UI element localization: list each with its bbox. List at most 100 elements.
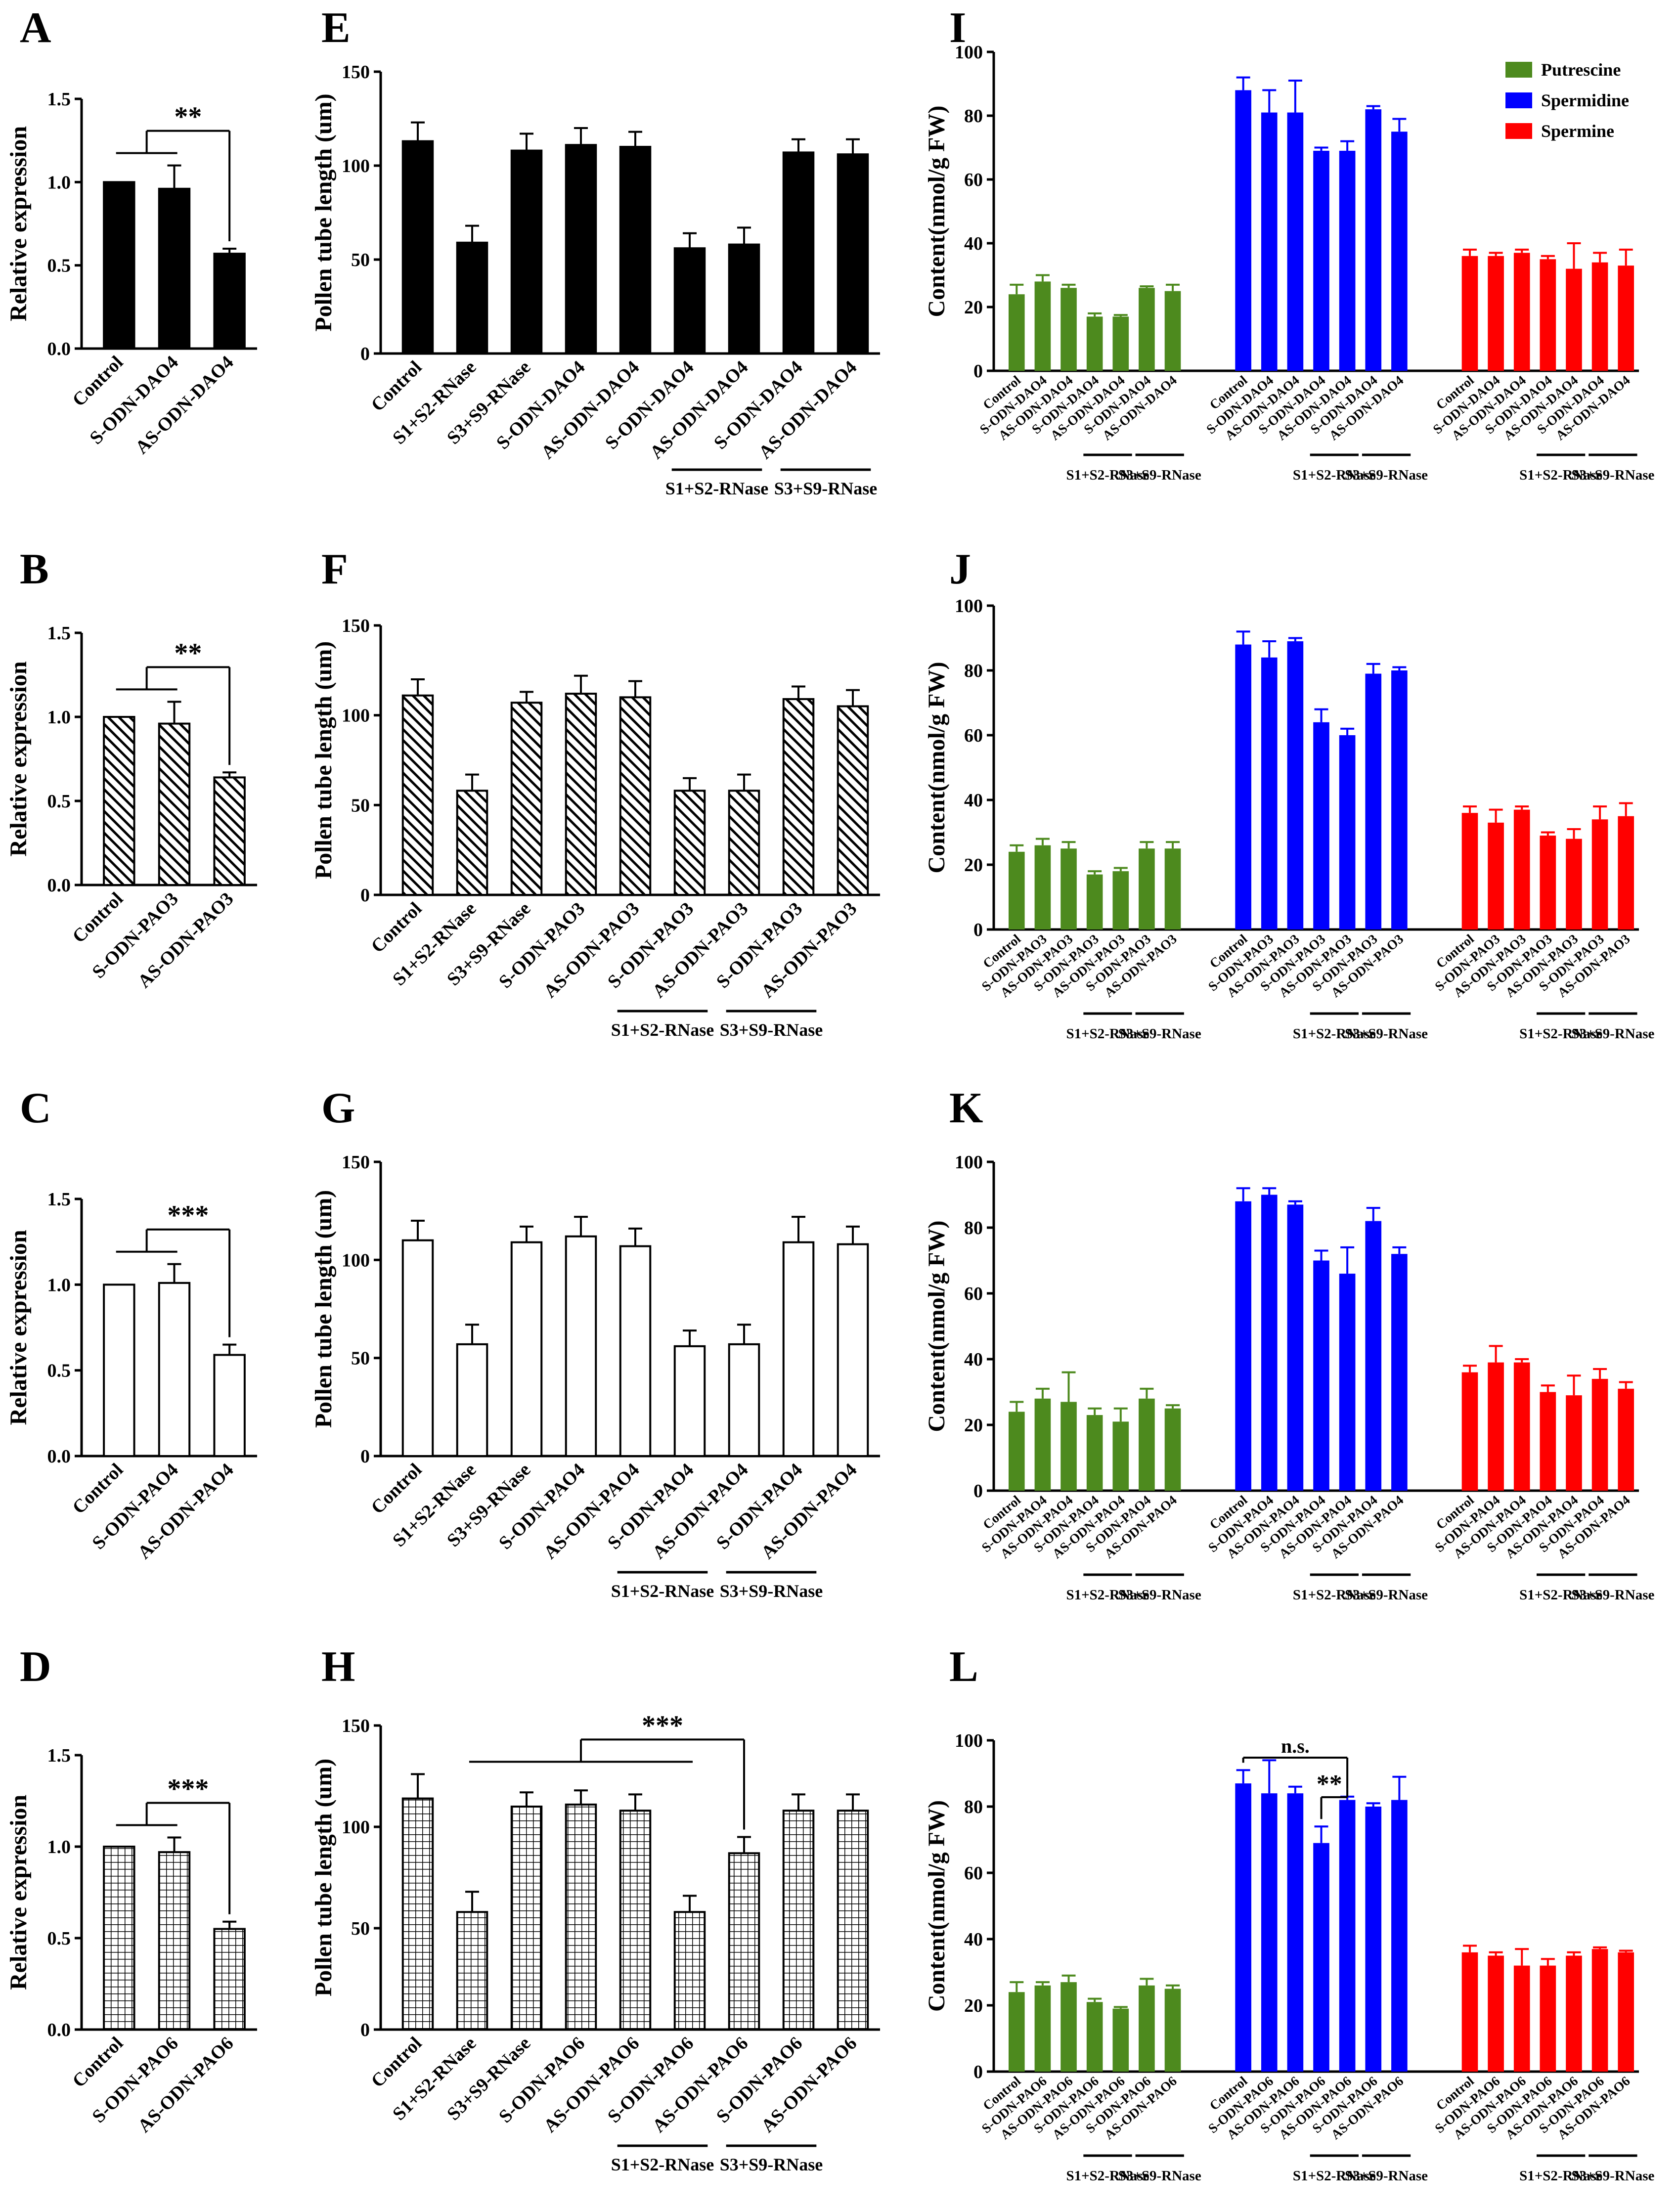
bar — [837, 1810, 869, 2031]
significance-label: *** — [642, 1710, 683, 1741]
bar-putrescine — [1086, 2002, 1103, 2072]
group-label: S3+S9-RNase — [720, 1020, 823, 1040]
bar-spermine — [1618, 816, 1634, 929]
group-label: S3+S9-RNase — [1345, 467, 1428, 483]
y-tick-label: 40 — [964, 233, 983, 254]
bar-spermine — [1566, 1955, 1582, 2072]
bar — [103, 181, 135, 350]
x-tick-label: AS-ODN-PAO4 — [134, 1460, 238, 1563]
bar-spermine — [1461, 256, 1478, 371]
bar-spermidine — [1391, 1254, 1408, 1491]
group-label: S3+S9-RNase — [1118, 2168, 1201, 2184]
bar-putrescine — [1112, 2008, 1129, 2072]
bar-spermidine — [1235, 644, 1251, 929]
y-tick-label: 100 — [342, 1817, 370, 1838]
bar — [728, 790, 760, 896]
legend-label: Spermine — [1541, 121, 1614, 141]
bar-putrescine — [1060, 848, 1077, 929]
bar — [401, 1239, 434, 1458]
bar — [673, 247, 706, 355]
bar-spermidine — [1313, 722, 1329, 929]
bar — [728, 1852, 760, 2031]
x-tick-label: AS-ODN-PAO4 — [649, 1460, 752, 1563]
y-tick-label: 80 — [964, 661, 983, 681]
panel-letter: I — [949, 4, 966, 52]
group-label: S1+S2-RNase — [1293, 2168, 1376, 2184]
y-tick-label: 0 — [973, 361, 983, 382]
x-tick-label: AS-ODN-PAO4 — [757, 1460, 861, 1563]
y-tick-label: 80 — [964, 106, 983, 127]
group-label: S3+S9-RNase — [1571, 2168, 1654, 2184]
bar-spermidine — [1339, 735, 1356, 929]
bar-spermine — [1591, 262, 1608, 371]
bar-spermine — [1461, 1372, 1478, 1491]
y-axis-label: Relative expression — [5, 1230, 32, 1425]
y-tick-label: 0 — [360, 1446, 370, 1467]
bar — [728, 1343, 760, 1457]
panel-letter: D — [20, 1643, 51, 1691]
x-tick-label: AS-ODN-PAO6 — [649, 2033, 752, 2137]
group-label: S1+S2-RNase — [1293, 1026, 1376, 1042]
bar-putrescine — [1060, 1402, 1077, 1491]
bar-spermidine — [1313, 150, 1329, 371]
bar-spermine — [1618, 1952, 1634, 2072]
bar — [565, 144, 597, 354]
bar-spermine — [1488, 256, 1504, 371]
y-tick-label: 0 — [973, 1481, 983, 1502]
y-tick-label: 60 — [964, 1283, 983, 1304]
y-tick-label: 1.0 — [47, 1837, 71, 1858]
x-tick-label: AS-ODN-PAO3 — [649, 898, 752, 1002]
y-tick-label: 60 — [964, 170, 983, 190]
bar — [728, 243, 760, 354]
bar-spermine — [1513, 1362, 1530, 1491]
bar-spermine — [1461, 813, 1478, 929]
group-label: S1+S2-RNase — [1066, 2168, 1149, 2184]
y-tick-label: 80 — [964, 1218, 983, 1239]
group-label: S1+S2-RNase — [611, 1581, 714, 1601]
group-label: S3+S9-RNase — [720, 1581, 823, 1601]
bar — [837, 705, 869, 896]
bar — [673, 790, 706, 896]
bar-spermidine — [1339, 150, 1356, 371]
y-tick-label: 1.0 — [47, 172, 71, 193]
bar — [565, 1235, 597, 1458]
x-tick-label: AS-ODN-DAO4 — [132, 352, 238, 458]
group-label: S3+S9-RNase — [720, 2155, 823, 2174]
legend-label: Putrescine — [1541, 60, 1621, 80]
y-axis-label: Content(nmol/g FW) — [924, 1800, 950, 2012]
y-tick-label: 20 — [964, 1415, 983, 1436]
bar — [401, 1797, 434, 2031]
group-label: S3+S9-RNase — [1118, 1026, 1201, 1042]
panel-letter: J — [949, 545, 971, 593]
y-tick-label: 100 — [955, 596, 983, 617]
y-tick-label: 60 — [964, 1863, 983, 1884]
y-tick-label: 40 — [964, 1929, 983, 1950]
y-tick-label: 20 — [964, 297, 983, 318]
bar-spermine — [1488, 822, 1504, 929]
bar-spermine — [1591, 1949, 1608, 2072]
x-tick-label: AS-ODN-PAO3 — [540, 898, 644, 1002]
bar-spermidine — [1261, 657, 1278, 929]
bar-spermidine — [1365, 1221, 1382, 1491]
x-tick-label: AS-ODN-PAO4 — [540, 1460, 644, 1563]
bar-putrescine — [1086, 316, 1103, 371]
bar-spermidine — [1261, 112, 1278, 371]
bar-putrescine — [1008, 294, 1025, 371]
y-tick-label: 60 — [964, 725, 983, 746]
y-tick-label: 0 — [360, 344, 370, 364]
bar — [158, 1851, 191, 2031]
bar — [673, 1345, 706, 1458]
y-tick-label: 0.5 — [47, 256, 71, 276]
bar-spermine — [1540, 259, 1556, 371]
y-axis-label: Pollen tube length (um) — [310, 1190, 337, 1428]
group-label: S1+S2-RNase — [1066, 467, 1149, 483]
y-tick-label: 50 — [351, 1918, 370, 1939]
y-tick-label: 0 — [973, 2062, 983, 2082]
bar-spermine — [1540, 1965, 1556, 2072]
